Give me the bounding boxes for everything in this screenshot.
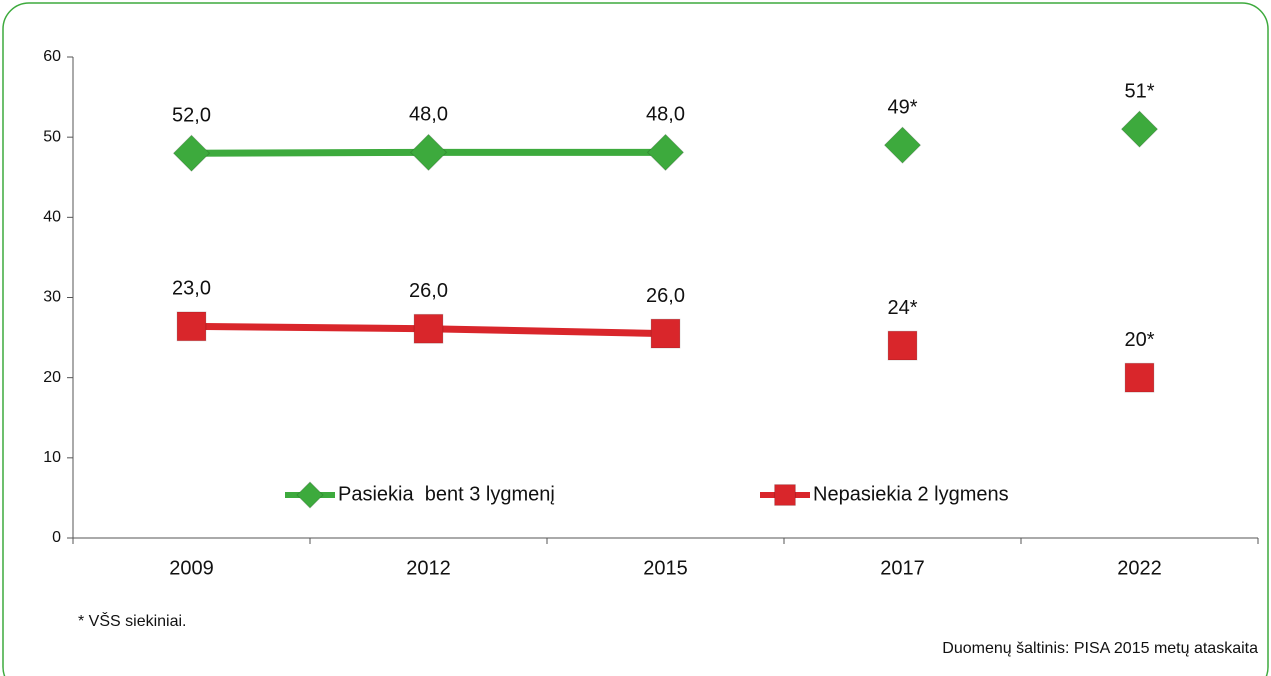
- point: [646, 133, 685, 172]
- legend-label: Nepasiekia 2 lygmens: [813, 483, 1009, 505]
- y-tick-label: 0: [52, 529, 61, 546]
- point: [887, 330, 918, 361]
- legend-label: Pasiekia bent 3 lygmenį: [338, 483, 555, 505]
- point: [1120, 110, 1159, 148]
- point: [413, 313, 444, 344]
- footnote: * VŠS siekiniai.: [78, 611, 187, 630]
- x-tick-label: 2009: [169, 557, 214, 579]
- point: [176, 311, 207, 342]
- point-label: 48,0: [409, 104, 448, 126]
- y-tick-label: 10: [43, 449, 61, 466]
- legend-marker: [774, 484, 796, 506]
- x-tick-label: 2017: [880, 557, 925, 579]
- point-label: 24*: [887, 297, 917, 319]
- point: [409, 133, 448, 172]
- y-tick-label: 30: [43, 289, 61, 306]
- point-label: 26,0: [409, 280, 448, 302]
- point-label: 51*: [1124, 80, 1154, 102]
- point-label: 23,0: [172, 278, 211, 300]
- x-tick-label: 2015: [643, 557, 688, 579]
- point-label: 48,0: [646, 104, 685, 126]
- point: [1124, 362, 1155, 393]
- y-tick-label: 60: [43, 48, 61, 65]
- point-label: 49*: [887, 96, 917, 118]
- x-tick-label: 2012: [406, 557, 451, 579]
- y-tick-label: 20: [43, 369, 61, 386]
- point-label: 20*: [1124, 329, 1154, 351]
- y-tick-label: 40: [43, 209, 61, 226]
- point-label: 52,0: [172, 104, 211, 126]
- point: [883, 126, 922, 164]
- legend-marker: [296, 481, 324, 509]
- y-tick-label: 50: [43, 128, 61, 145]
- x-tick-label: 2022: [1117, 557, 1162, 579]
- point: [172, 134, 211, 172]
- point: [650, 318, 681, 349]
- source: Duomenų šaltinis: PISA 2015 metų ataskai…: [942, 640, 1258, 657]
- point-label: 26,0: [646, 285, 685, 307]
